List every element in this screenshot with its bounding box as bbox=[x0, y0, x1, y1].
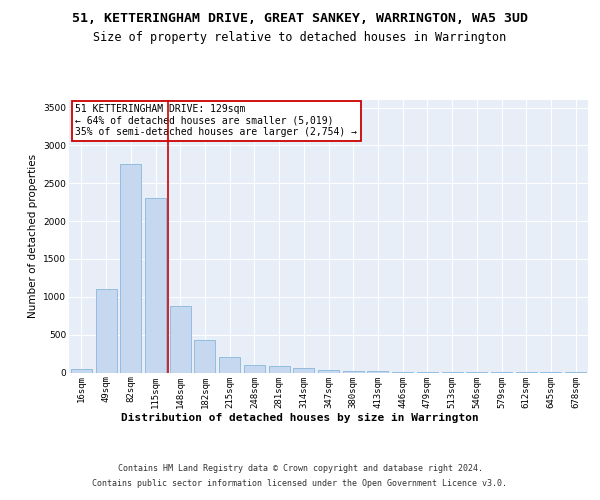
Text: 51 KETTERINGHAM DRIVE: 129sqm
← 64% of detached houses are smaller (5,019)
35% o: 51 KETTERINGHAM DRIVE: 129sqm ← 64% of d… bbox=[75, 104, 357, 138]
Bar bbox=[219, 358, 240, 372]
Bar bbox=[318, 370, 339, 372]
Bar bbox=[343, 371, 364, 372]
Text: Contains public sector information licensed under the Open Government Licence v3: Contains public sector information licen… bbox=[92, 479, 508, 488]
Bar bbox=[293, 368, 314, 372]
Text: Contains HM Land Registry data © Crown copyright and database right 2024.: Contains HM Land Registry data © Crown c… bbox=[118, 464, 482, 473]
Bar bbox=[244, 365, 265, 372]
Text: 51, KETTERINGHAM DRIVE, GREAT SANKEY, WARRINGTON, WA5 3UD: 51, KETTERINGHAM DRIVE, GREAT SANKEY, WA… bbox=[72, 12, 528, 26]
Bar bbox=[269, 366, 290, 372]
Bar bbox=[95, 289, 116, 372]
Bar bbox=[194, 340, 215, 372]
Bar bbox=[120, 164, 141, 372]
Bar bbox=[145, 198, 166, 372]
Bar bbox=[71, 368, 92, 372]
Y-axis label: Number of detached properties: Number of detached properties bbox=[28, 154, 38, 318]
Text: Distribution of detached houses by size in Warrington: Distribution of detached houses by size … bbox=[121, 412, 479, 422]
Text: Size of property relative to detached houses in Warrington: Size of property relative to detached ho… bbox=[94, 31, 506, 44]
Bar bbox=[170, 306, 191, 372]
